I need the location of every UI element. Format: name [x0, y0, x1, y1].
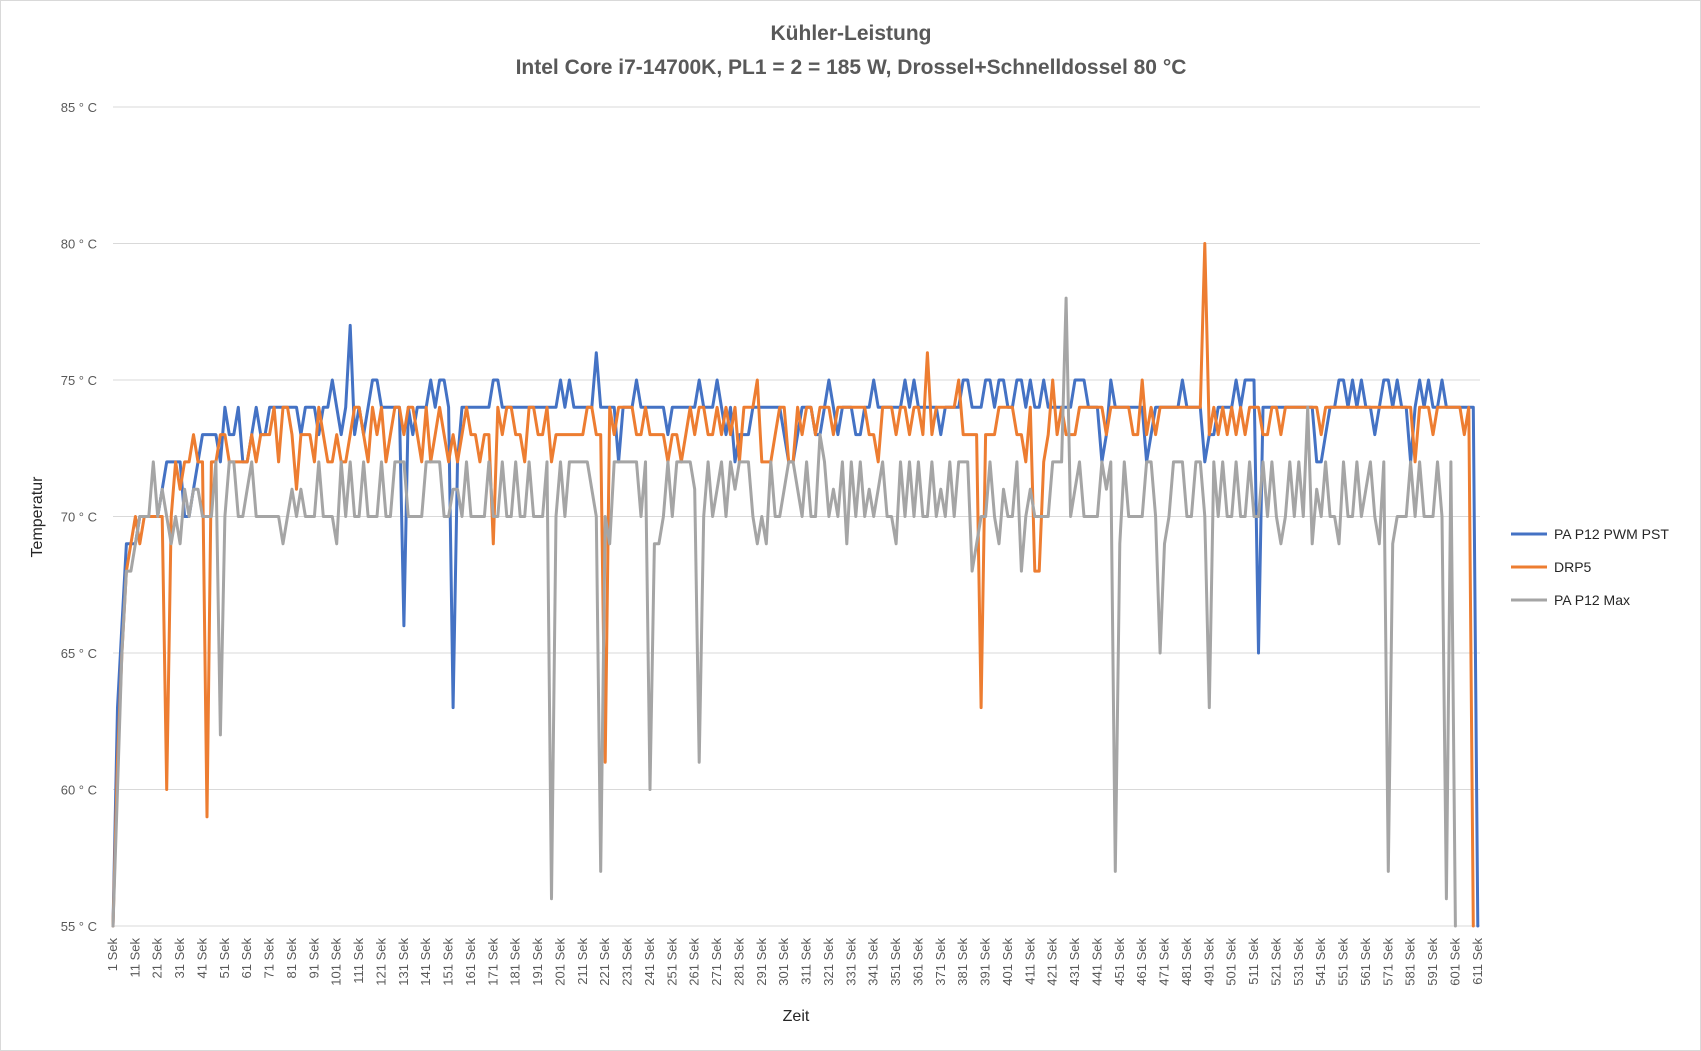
- y-tick-label: 55 ° C: [61, 919, 97, 934]
- x-tick-label: 221 Sek: [597, 938, 612, 986]
- x-tick-label: 21 Sek: [150, 938, 165, 979]
- gridlines: [113, 106, 1480, 927]
- x-axis-title: Zeit: [783, 1008, 810, 1025]
- x-tick-label: 611 Sek: [1470, 938, 1485, 985]
- x-tick-label: 61 Sek: [239, 938, 254, 979]
- x-tick-label: 241 Sek: [642, 938, 657, 986]
- x-tick-label: 351 Sek: [888, 938, 903, 986]
- x-tick-label: 381 Sek: [955, 938, 970, 986]
- legend-label: PA P12 PWM PST: [1554, 526, 1669, 542]
- y-tick-label: 70 ° C: [61, 510, 97, 525]
- x-tick-label: 591 Sek: [1425, 938, 1440, 986]
- x-tick-label: 571 Sek: [1380, 938, 1395, 986]
- x-tick-label: 371 Sek: [933, 938, 948, 986]
- legend-label: DRP5: [1554, 559, 1592, 575]
- x-tick-label: 291 Sek: [754, 938, 769, 986]
- legend: PA P12 PWM PST DRP5 PA P12 Max: [1511, 526, 1669, 608]
- x-tick-label: 541 Sek: [1313, 938, 1328, 986]
- x-tick-label: 581 Sek: [1403, 938, 1418, 986]
- y-tick-label: 85 ° C: [61, 100, 97, 115]
- x-tick-label: 31 Sek: [172, 938, 187, 979]
- x-tick-label: 421 Sek: [1045, 938, 1060, 986]
- x-tick-label: 601 Sek: [1447, 938, 1462, 986]
- x-tick-label: 181 Sek: [508, 938, 523, 986]
- x-tick-label: 261 Sek: [687, 938, 702, 986]
- x-tick-label: 211 Sek: [575, 938, 590, 985]
- x-tick-label: 71 Sek: [262, 938, 277, 979]
- x-tick-label: 331 Sek: [843, 938, 858, 986]
- x-tick-label: 251 Sek: [664, 938, 679, 986]
- y-axis-title: Temperatur: [29, 476, 46, 558]
- x-tick-label: 431 Sek: [1067, 938, 1082, 986]
- x-tick-label: 321 Sek: [821, 938, 836, 986]
- y-tick-label: 60 ° C: [61, 783, 97, 798]
- x-tick-label: 131 Sek: [396, 938, 411, 986]
- x-tick-label: 451 Sek: [1112, 938, 1127, 986]
- x-tick-label: 411 Sek: [1022, 938, 1037, 985]
- x-tick-label: 81 Sek: [284, 938, 299, 979]
- x-tick-label: 491 Sek: [1201, 938, 1216, 986]
- x-tick-label: 401 Sek: [1000, 938, 1015, 986]
- x-tick-label: 461 Sek: [1134, 938, 1149, 986]
- x-tick-label: 91 Sek: [306, 938, 321, 979]
- chart-subtitle: Intel Core i7-14700K, PL1 = 2 = 185 W, D…: [516, 56, 1187, 79]
- y-axis-tick-labels: 55 ° C 60 ° C 65 ° C 70 ° C 75 ° C 80 ° C 85 °…: [61, 100, 97, 934]
- x-tick-label: 521 Sek: [1268, 938, 1283, 986]
- x-tick-label: 231 Sek: [620, 938, 635, 986]
- x-tick-label: 1 Sek: [105, 938, 120, 972]
- y-tick-label: 65 ° C: [61, 646, 97, 661]
- x-tick-label: 111 Sek: [351, 938, 366, 984]
- x-tick-label: 471 Sek: [1157, 938, 1172, 986]
- legend-label: PA P12 Max: [1554, 592, 1630, 608]
- x-tick-label: 341 Sek: [866, 938, 881, 986]
- x-tick-label: 301 Sek: [776, 938, 791, 986]
- x-tick-label: 151 Sek: [441, 938, 456, 986]
- x-tick-label: 501 Sek: [1224, 938, 1239, 986]
- x-tick-label: 161 Sek: [463, 938, 478, 986]
- series-lines: [111, 242, 1480, 928]
- series-line-2: [111, 242, 1475, 928]
- x-tick-label: 11 Sek: [127, 938, 142, 978]
- x-tick-label: 51 Sek: [217, 938, 232, 979]
- x-tick-label: 511 Sek: [1246, 938, 1261, 985]
- x-tick-label: 171 Sek: [485, 938, 500, 986]
- x-tick-label: 531 Sek: [1291, 938, 1306, 986]
- y-tick-label: 80 ° C: [61, 237, 97, 252]
- x-tick-label: 391 Sek: [978, 938, 993, 986]
- series-line-3: [111, 296, 1457, 928]
- x-tick-label: 41 Sek: [194, 938, 209, 979]
- x-tick-label: 101 Sek: [329, 938, 344, 986]
- x-tick-label: 121 Sek: [373, 938, 388, 986]
- x-tick-label: 561 Sek: [1358, 938, 1373, 986]
- y-tick-label: 75 ° C: [61, 373, 97, 388]
- x-tick-label: 191 Sek: [530, 938, 545, 986]
- x-tick-label: 281 Sek: [731, 938, 746, 986]
- x-tick-label: 481 Sek: [1179, 938, 1194, 986]
- x-tick-label: 311 Sek: [799, 938, 814, 985]
- x-axis-tick-labels: 1 Sek 11 Sek 21 Sek 31 Sek 41 Sek 51 Sek 61 Se…: [105, 938, 1485, 986]
- x-tick-label: 201 Sek: [552, 938, 567, 986]
- x-tick-label: 361 Sek: [910, 938, 925, 986]
- x-tick-label: 441 Sek: [1089, 938, 1104, 986]
- chart-title: Kühler-Leistung: [771, 22, 932, 45]
- x-tick-label: 271 Sek: [709, 938, 724, 986]
- x-tick-label: 551 Sek: [1336, 938, 1351, 986]
- x-tick-label: 141 Sek: [418, 938, 433, 986]
